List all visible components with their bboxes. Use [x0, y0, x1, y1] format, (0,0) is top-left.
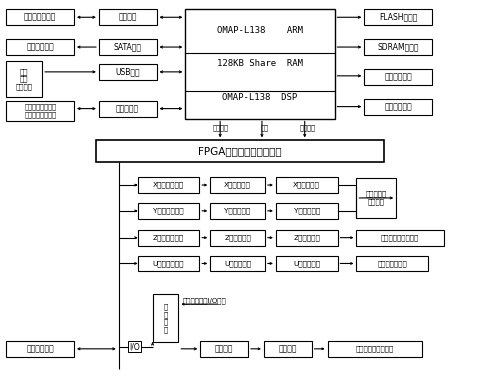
Text: SATA接口: SATA接口	[114, 43, 142, 52]
Text: OMAP-L138    ARM: OMAP-L138 ARM	[217, 26, 303, 35]
Text: 真空泵的开闭: 真空泵的开闭	[26, 344, 54, 353]
Bar	[364, 39, 432, 55]
Text: 直流电机: 直流电机	[279, 344, 297, 353]
Bar	[276, 203, 338, 219]
Bar	[364, 99, 432, 114]
Text: 光
电
隔
离: 光 电 隔 离	[163, 303, 168, 333]
Bar	[138, 255, 199, 271]
Bar	[210, 230, 265, 245]
Text: SDRAM存储器: SDRAM存储器	[377, 43, 419, 52]
Bar	[7, 61, 42, 97]
Text: Z轴伺服驱动器: Z轴伺服驱动器	[153, 234, 184, 241]
Text: Y轴伺服驱动器: Y轴伺服驱动器	[153, 207, 184, 214]
Text: 控制总线: 控制总线	[300, 125, 316, 131]
Bar	[364, 10, 432, 25]
Text: OMAP-L138  DSP: OMAP-L138 DSP	[222, 93, 298, 102]
Bar	[200, 341, 248, 357]
Text: U轴运动部件: U轴运动部件	[293, 260, 320, 267]
Text: X轴伺服驱动器: X轴伺服驱动器	[153, 182, 184, 188]
Bar	[364, 69, 432, 85]
Bar	[276, 230, 338, 245]
Bar	[210, 203, 265, 219]
Bar	[210, 255, 265, 271]
Text: 调试状态的显示: 调试状态的显示	[24, 13, 56, 22]
Text: Y轴运动部件: Y轴运动部件	[294, 207, 320, 214]
Bar	[210, 177, 265, 193]
Text: 输入输出接口: 输入输出接口	[384, 102, 412, 111]
Text: FLASH存储器: FLASH存储器	[379, 13, 417, 22]
Bar	[7, 341, 74, 357]
Text: I/O: I/O	[129, 342, 140, 352]
Text: 控制刀片的方向: 控制刀片的方向	[377, 260, 407, 267]
Bar	[356, 230, 444, 245]
Text: Z轴运动部件: Z轴运动部件	[293, 234, 320, 241]
Text: 以太网接口: 以太网接口	[116, 104, 139, 113]
Bar	[99, 39, 156, 55]
Bar	[152, 294, 178, 342]
Text: 限位、原点等I/O信号: 限位、原点等I/O信号	[182, 298, 226, 304]
Bar	[138, 203, 199, 219]
Bar	[7, 101, 74, 120]
Text: 鼠标
键盘
移动存储: 鼠标 键盘 移动存储	[16, 68, 33, 90]
Bar	[356, 255, 428, 271]
Text: 128KB Share  RAM: 128KB Share RAM	[217, 59, 303, 68]
Bar	[276, 177, 338, 193]
Bar	[7, 39, 74, 55]
Text: 串行接口: 串行接口	[118, 13, 137, 22]
Bar	[7, 10, 74, 25]
Text: Z轴伺服电机: Z轴伺服电机	[224, 234, 251, 241]
Bar	[99, 64, 156, 80]
Text: X轴伺服电机: X轴伺服电机	[224, 182, 251, 188]
Text: U轴伺服电机: U轴伺服电机	[224, 260, 251, 267]
Text: 控制刀片的切入深度: 控制刀片的切入深度	[381, 234, 419, 241]
Bar	[96, 140, 384, 162]
Bar	[99, 10, 156, 25]
Text: 液晶显示接口: 液晶显示接口	[384, 72, 412, 81]
Text: 控制刀片的上下振动: 控制刀片的上下振动	[356, 345, 394, 352]
Text: FPGA精插补运动控制模块: FPGA精插补运动控制模块	[198, 146, 282, 156]
Bar	[356, 178, 396, 218]
Text: 控制平面内
刀片位置: 控制平面内 刀片位置	[366, 191, 387, 205]
Text: 时钟: 时钟	[261, 125, 269, 131]
Text: USB接口: USB接口	[115, 67, 140, 76]
Bar	[185, 10, 335, 119]
Text: 数据总线: 数据总线	[212, 125, 228, 131]
Bar	[99, 101, 156, 117]
Text: 驱动电路: 驱动电路	[215, 344, 233, 353]
Bar	[276, 255, 338, 271]
Text: Y轴伺服电机: Y轴伺服电机	[224, 207, 250, 214]
Bar	[264, 341, 312, 357]
Text: U轴伺服驱动器: U轴伺服驱动器	[153, 260, 184, 267]
Bar	[138, 177, 199, 193]
Text: 远程待加工数据传
输，远程状态监控: 远程待加工数据传 输，远程状态监控	[24, 103, 56, 118]
Bar	[138, 230, 199, 245]
Bar	[328, 341, 422, 357]
Text: X轴运动部件: X轴运动部件	[293, 182, 320, 188]
Text: 海量数据存储: 海量数据存储	[26, 43, 54, 52]
